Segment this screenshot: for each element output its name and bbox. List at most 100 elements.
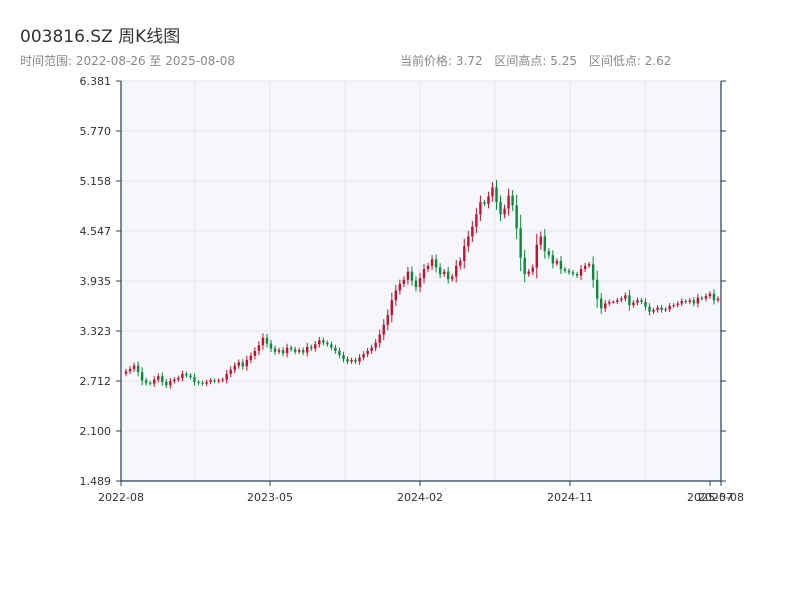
- candle-body: [575, 274, 579, 276]
- candle-body: [253, 350, 257, 356]
- candle-body: [491, 187, 494, 197]
- price-stats: 当前价格: 3.72 区间高点: 5.25 区间低点: 2.62: [400, 52, 679, 69]
- candle: [128, 366, 132, 374]
- candle-body: [499, 202, 502, 215]
- candle: [422, 263, 426, 284]
- candle-body: [326, 342, 329, 345]
- candle-body: [656, 307, 659, 311]
- candle: [338, 347, 341, 359]
- candle-body: [410, 271, 414, 281]
- candle-body: [301, 350, 305, 353]
- candle-body: [571, 272, 575, 275]
- candle-body: [418, 278, 422, 288]
- candle: [644, 298, 647, 311]
- candle-body: [595, 279, 599, 299]
- candle-body: [426, 265, 430, 270]
- candle: [656, 304, 659, 313]
- candle: [527, 268, 530, 277]
- candle: [676, 301, 679, 308]
- candle: [245, 355, 249, 371]
- candle: [459, 257, 462, 270]
- candle: [293, 346, 297, 355]
- candle: [237, 359, 240, 369]
- candle-body: [245, 359, 249, 367]
- candle-body: [297, 350, 301, 352]
- candle-body: [398, 283, 402, 291]
- candle-body: [652, 310, 655, 312]
- candle: [257, 341, 261, 355]
- candle: [221, 377, 224, 383]
- candle: [322, 337, 325, 346]
- candle: [301, 347, 305, 356]
- candle-body: [165, 381, 168, 386]
- candle: [201, 380, 204, 386]
- candle: [285, 343, 289, 358]
- candle-body: [672, 305, 675, 307]
- x-tick-label: 2024-02: [397, 491, 443, 504]
- candle-body: [233, 365, 236, 370]
- candle-body: [152, 379, 156, 384]
- x-tick-label: 2025-07: [687, 491, 733, 504]
- candle: [612, 300, 615, 304]
- candle-body: [471, 226, 474, 237]
- candle: [595, 270, 599, 308]
- candle: [157, 373, 160, 383]
- candle-body: [636, 300, 639, 303]
- candle-body: [221, 379, 224, 381]
- candle: [487, 191, 490, 209]
- candle-body: [495, 187, 498, 203]
- y-tick-label: 3.323: [80, 325, 112, 338]
- candle: [189, 373, 192, 380]
- candle-body: [346, 359, 349, 362]
- candle-body: [124, 371, 128, 374]
- candle: [330, 341, 333, 351]
- candle-body: [583, 265, 587, 270]
- candle: [358, 354, 361, 365]
- candle-body: [688, 300, 692, 302]
- candle-body: [362, 354, 365, 358]
- candle: [148, 380, 152, 386]
- candle: [471, 221, 474, 242]
- candle-body: [668, 305, 671, 310]
- candle-body: [559, 260, 563, 270]
- candle: [366, 347, 369, 358]
- candle: [543, 228, 547, 259]
- candle-body: [281, 350, 285, 354]
- candle: [273, 345, 277, 355]
- candle: [277, 347, 281, 355]
- candle-body: [249, 355, 253, 360]
- candle-body: [144, 380, 148, 383]
- candle: [136, 361, 140, 377]
- candle: [559, 256, 563, 275]
- x-tick-label: 2023-05: [247, 491, 293, 504]
- candle: [507, 188, 510, 216]
- candle: [616, 297, 619, 305]
- candle: [539, 231, 543, 250]
- candle: [519, 214, 522, 272]
- candle-body: [503, 208, 506, 215]
- candle: [624, 292, 627, 302]
- candle-body: [446, 271, 450, 279]
- candle: [241, 359, 245, 370]
- candle: [700, 295, 704, 301]
- current-price: 当前价格: 3.72: [400, 54, 483, 68]
- candle-body: [547, 251, 551, 256]
- candle-body: [338, 350, 341, 355]
- candle: [620, 296, 623, 303]
- candle: [306, 342, 309, 357]
- candle: [680, 298, 683, 307]
- candle: [406, 266, 410, 285]
- candle-body: [716, 298, 720, 301]
- candle: [547, 247, 551, 259]
- candle: [382, 319, 385, 341]
- range-high: 区间高点: 5.25: [494, 54, 577, 68]
- candle-body: [450, 276, 454, 279]
- candle-body: [660, 307, 663, 311]
- x-tick-label: 2025-08: [698, 491, 744, 504]
- candle: [628, 289, 631, 311]
- candle-body: [132, 365, 136, 369]
- candle: [716, 296, 720, 303]
- candle-body: [358, 357, 361, 362]
- candle: [515, 194, 518, 240]
- candle-body: [648, 306, 651, 312]
